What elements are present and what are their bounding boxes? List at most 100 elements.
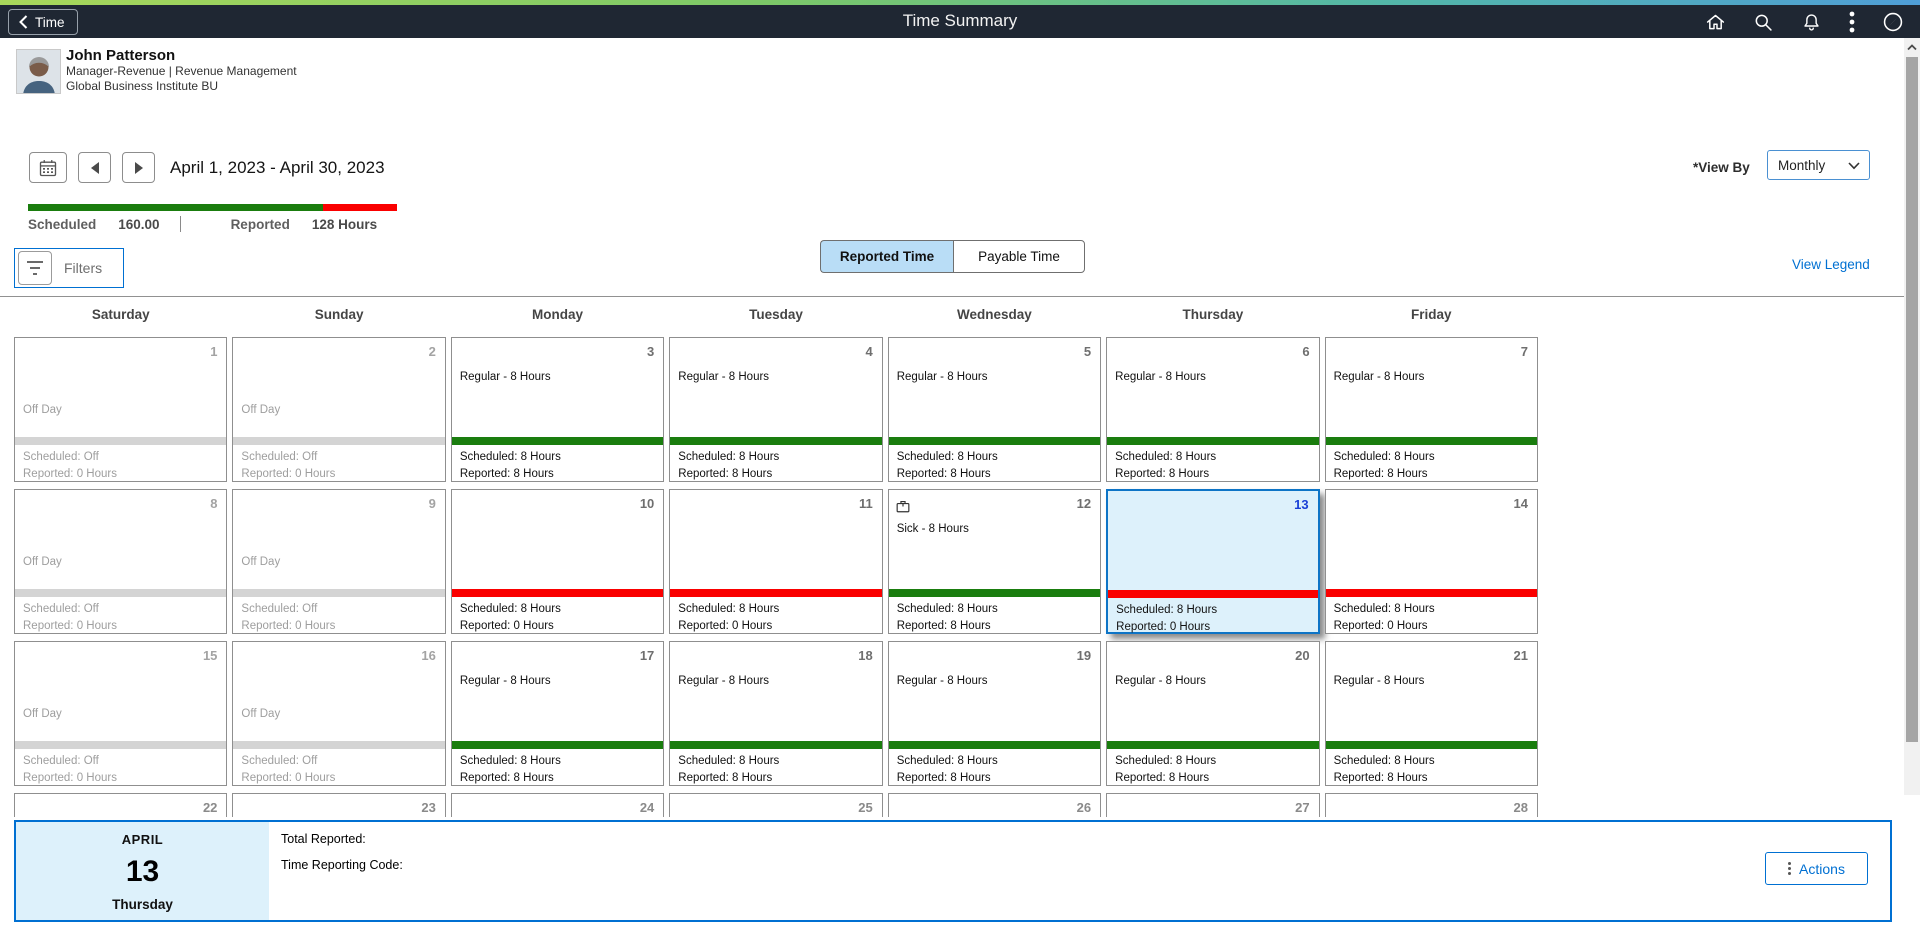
calendar-day-cell-23[interactable]: 23	[232, 793, 446, 817]
day-number: 17	[639, 648, 655, 663]
calendar-day-cell-25[interactable]: 25	[669, 793, 883, 817]
status-bar-off	[15, 741, 227, 749]
view-by-label: *View By	[1693, 160, 1750, 175]
calendar-day-cell-9[interactable]: 9 Off Day Scheduled: Off Reported: 0 Hours	[232, 489, 446, 634]
off-day-label: Off Day	[23, 708, 62, 720]
calendar-day-cell-17[interactable]: 17 Regular - 8 Hours Scheduled: 8 Hours Rep…	[450, 641, 665, 786]
calendar-day-cell-18[interactable]: 18 Regular - 8 Hours Scheduled: 8 Hours Rep…	[669, 641, 883, 786]
calendar-day-cell-21[interactable]: 21 Regular - 8 Hours Scheduled: 8 Hours Rep…	[1324, 641, 1538, 786]
calendar-day-cell-26[interactable]: 26	[887, 793, 1102, 817]
view-legend-link[interactable]: View Legend	[1792, 257, 1870, 272]
status-bar-off	[233, 741, 445, 749]
scheduled-hours-label: Scheduled: Off	[23, 755, 99, 767]
reported-hours-label: Reported: 8 Hours	[896, 772, 991, 784]
search-icon[interactable]	[1753, 12, 1774, 33]
day-header-tuesday: Tuesday	[749, 307, 803, 322]
hours-summary-labels: Scheduled 160.00 Reported 128 Hours	[28, 216, 377, 232]
status-bar-green	[670, 741, 882, 749]
calendar-day-cell-24[interactable]: 24	[450, 793, 665, 817]
calendar-day-cell-11[interactable]: 11 Scheduled: 8 Hours Reported: 0 Hours	[669, 489, 883, 634]
calendar-day-cell-22[interactable]: 22	[14, 793, 228, 817]
time-entry-label: Regular - 8 Hours	[1115, 675, 1206, 687]
calendar-day-cell-28[interactable]: 28	[1324, 793, 1538, 817]
next-period-button[interactable]	[122, 152, 155, 183]
calendar-day-cell-19[interactable]: 19 Regular - 8 Hours Scheduled: 8 Hours Rep…	[887, 641, 1102, 786]
off-day-label: Off Day	[23, 404, 62, 416]
day-number: 12	[1076, 496, 1092, 511]
day-number: 28	[1513, 800, 1528, 815]
actions-button[interactable]: Actions	[1765, 852, 1868, 885]
scheduled-hours-label: Scheduled: 8 Hours	[1333, 755, 1435, 767]
more-icon[interactable]	[1849, 11, 1855, 33]
scheduled-hours-label: Scheduled: Off	[241, 603, 318, 615]
calendar-day-cell-1[interactable]: 1 Off Day Scheduled: Off Reported: 0 Hours	[14, 337, 228, 482]
notifications-icon[interactable]	[1801, 12, 1822, 33]
day-number: 11	[858, 496, 873, 511]
page-title: Time Summary	[902, 11, 1018, 30]
reported-hours-label: Reported: 0 Hours	[241, 772, 336, 784]
calendar-day-cell-14[interactable]: 14 Scheduled: 8 Hours Reported: 0 Hours	[1324, 489, 1538, 634]
calendar-day-cell-15[interactable]: 15 Off Day Scheduled: Off Reported: 0 Hours	[14, 641, 228, 786]
progress-remaining-portion	[323, 204, 397, 211]
time-entry-label: Regular - 8 Hours	[1333, 371, 1425, 383]
calendar-day-cell-13[interactable]: 13 Scheduled: 8 Hours Reported: 0 Hours	[1106, 489, 1320, 634]
vertical-scrollbar-thumb[interactable]	[1906, 57, 1918, 742]
off-day-label: Off Day	[241, 708, 281, 720]
calendar-day-cell-12[interactable]: 12 Sick - 8 Hours Scheduled: 8 Hours Report…	[887, 489, 1102, 634]
hours-progress-bar	[28, 204, 397, 211]
reported-hours-label: Reported: 8 Hours	[1115, 772, 1210, 784]
time-entry-label: Regular - 8 Hours	[896, 675, 988, 687]
filters-label: Filters	[64, 260, 103, 276]
calendar-day-cell-16[interactable]: 16 Off Day Scheduled: Off Reported: 0 Hours	[232, 641, 446, 786]
day-header-sunday: Sunday	[314, 307, 364, 322]
scrollbar-up-arrow[interactable]	[1904, 38, 1920, 56]
scheduled-hours-label: Scheduled: Off	[23, 451, 99, 463]
day-number: 3	[647, 344, 655, 359]
home-icon[interactable]	[1705, 12, 1726, 33]
status-bar-green	[670, 437, 882, 445]
brand-gradient-strip	[0, 0, 1920, 5]
employee-business-unit: Global Business Institute BU	[66, 79, 219, 93]
selected-weekday: Thursday	[112, 897, 173, 912]
calendar-day-cell-3[interactable]: 3 Regular - 8 Hours Scheduled: 8 Hours Repo…	[450, 337, 665, 482]
avatar-photo	[17, 50, 60, 93]
calendar-day-cell-2[interactable]: 2 Off Day Scheduled: Off Reported: 0 Hours	[232, 337, 446, 482]
calendar-day-cell-5[interactable]: 5 Regular - 8 Hours Scheduled: 8 Hours Repo…	[887, 337, 1102, 482]
reported-hours-label: Reported: 8 Hours	[678, 468, 773, 480]
reported-hours-label: Reported: 0 Hours	[459, 620, 554, 632]
reported-hours-label: Reported: 8 Hours	[896, 620, 991, 632]
day-number: 9	[428, 496, 436, 511]
tab-payable-time[interactable]: Payable Time	[953, 240, 1085, 273]
calendar-day-cell-4[interactable]: 4 Regular - 8 Hours Scheduled: 8 Hours Repo…	[669, 337, 883, 482]
reported-hours-label: Reported: 0 Hours	[23, 620, 117, 632]
calendar-day-cell-7[interactable]: 7 Regular - 8 Hours Scheduled: 8 Hours Repo…	[1324, 337, 1538, 482]
tab-reported-time[interactable]: Reported Time	[820, 240, 953, 273]
selected-day-detail-panel: APRIL 13 Thursday Total Reported: Time R…	[14, 820, 1892, 922]
reported-hours-label: Reported: 0 Hours	[241, 468, 336, 480]
view-by-select[interactable]: Monthly	[1767, 150, 1870, 180]
day-header-wednesday: Wednesday	[957, 307, 1032, 322]
separator	[179, 216, 181, 232]
calendar-picker-button[interactable]	[29, 152, 67, 183]
calendar-day-cell-8[interactable]: 8 Off Day Scheduled: Off Reported: 0 Hours	[14, 489, 228, 634]
calendar-day-cell-6[interactable]: 6 Regular - 8 Hours Scheduled: 8 Hours Repo…	[1106, 337, 1320, 482]
time-entry-label: Regular - 8 Hours	[459, 675, 551, 687]
filters-button[interactable]: Filters	[14, 248, 124, 288]
reported-hours-label: Reported: 8 Hours	[1115, 468, 1210, 480]
time-entry-label: Sick - 8 Hours	[896, 523, 969, 535]
day-number: 6	[1302, 344, 1310, 359]
status-bar-green	[888, 741, 1101, 749]
back-button-label: Time	[35, 14, 65, 30]
scheduled-hours-label: Scheduled: Off	[241, 755, 318, 767]
scheduled-value: 160.00	[118, 216, 160, 232]
back-button[interactable]: Time	[8, 9, 78, 35]
calendar-day-cell-10[interactable]: 10 Scheduled: 8 Hours Reported: 0 Hours	[450, 489, 665, 634]
navbar-compass-icon[interactable]	[1882, 11, 1904, 33]
off-day-label: Off Day	[23, 556, 62, 568]
calendar-day-cell-20[interactable]: 20 Regular - 8 Hours Scheduled: 8 Hours Rep…	[1106, 641, 1320, 786]
time-entry-label: Regular - 8 Hours	[678, 371, 770, 383]
day-number: 10	[639, 496, 655, 511]
previous-period-button[interactable]	[78, 152, 111, 183]
calendar-day-cell-27[interactable]: 27	[1106, 793, 1320, 817]
reported-hours-label: Reported: 0 Hours	[1333, 620, 1428, 632]
